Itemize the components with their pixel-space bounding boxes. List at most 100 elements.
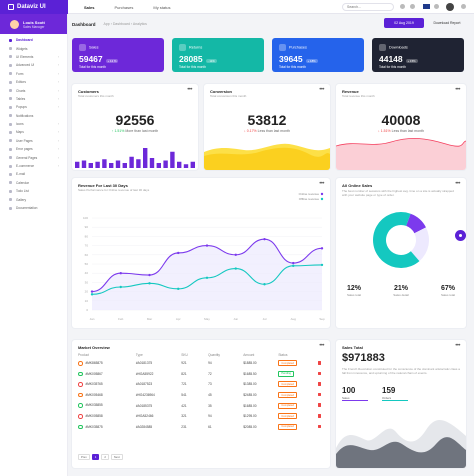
top-bar: Dataviz UI Sales Purchases My status <box>0 0 474 14</box>
sidebar-item-notifications[interactable]: Notifications <box>0 112 67 120</box>
product-id: #MK005858 <box>85 414 103 419</box>
more-icon[interactable]: ••• <box>319 181 324 187</box>
page-next[interactable]: Next <box>110 454 123 460</box>
page-prev[interactable]: Prev <box>78 454 90 460</box>
more-icon[interactable]: ••• <box>455 87 460 93</box>
product-sku: 421 <box>181 403 187 408</box>
x-tick-label: Jan <box>90 317 95 321</box>
sidebar-item-tables[interactable]: Tables › <box>0 95 67 103</box>
sidebar-item-ui-elements[interactable]: UI Elements › <box>0 53 67 61</box>
more-icon[interactable]: ••• <box>455 181 460 187</box>
settings-fab[interactable] <box>455 230 466 241</box>
sidebar-item-label: Todo List <box>16 189 29 194</box>
sidebar-item-error-pages[interactable]: Error pages › <box>0 145 67 153</box>
y-tick-label: 90 <box>85 225 89 229</box>
sidebar-item-advanced-ui[interactable]: Advanced UI › <box>0 61 67 69</box>
product-id: #MK035875 <box>85 424 103 429</box>
table-row[interactable]: #MK865875 #A0181375 921 94 $1885.00 Completed <box>78 358 328 369</box>
trash-icon[interactable] <box>317 424 321 429</box>
page-2[interactable]: 2 <box>101 454 109 460</box>
table-row[interactable]: #MK035855 #A0185375 421 35 $1685.00 Completed <box>78 400 328 411</box>
menu-icon[interactable] <box>461 4 466 9</box>
sidebar-item-todo-list[interactable]: Todo List <box>0 187 67 195</box>
nav-sales[interactable]: Sales <box>84 4 95 10</box>
sidebar-item-icons[interactable]: Icons › <box>0 120 67 128</box>
sidebar-item-popups[interactable]: Popups › <box>0 103 67 111</box>
sidebar-item-charts[interactable]: Charts › <box>0 86 67 94</box>
search-input[interactable] <box>342 3 394 11</box>
revenue-card: Revenue Total revenue this month ••• 400… <box>336 84 466 170</box>
trash-icon[interactable] <box>317 361 321 365</box>
nav-my-status[interactable]: My status <box>153 4 171 10</box>
sidebar-item-editors[interactable]: Editors › <box>0 78 67 86</box>
stat-card-purchases[interactable]: Purchases 39645 + 18% Total for this month <box>272 38 364 72</box>
flag-icon[interactable] <box>423 4 430 9</box>
sidebar-item-label: Charts <box>16 88 26 93</box>
brand[interactable]: Dataviz UI <box>0 0 68 14</box>
sidebar-item-form[interactable]: Form › <box>0 70 67 78</box>
table-row[interactable]: #MK035875 #A0284585 231 61 $2085.00 Completed <box>78 422 328 433</box>
stat-card-returns[interactable]: Returns 28085- 11% Total for this month <box>172 38 264 72</box>
table-row[interactable]: #MK005867 #HGA55922 821 72 $1685.50 Pending <box>78 369 328 380</box>
product-type: #HGA52466 <box>135 414 154 419</box>
nav-purchases[interactable]: Purchases <box>114 4 134 10</box>
sales-percent: 67% <box>441 285 456 292</box>
product-sku: 541 <box>181 393 187 398</box>
grid-icon[interactable] <box>434 4 439 9</box>
stat-subtitle: Total for this month <box>279 65 306 69</box>
sidebar-item-label: UI Elements <box>16 54 34 59</box>
sidebar-item-widgets[interactable]: Widgets <box>0 44 67 52</box>
menu-item-icon <box>9 156 12 160</box>
trash-icon[interactable] <box>317 392 321 397</box>
sales-total-title: Sales Total <box>342 345 363 350</box>
avatar[interactable] <box>446 3 454 11</box>
sidebar-item-documentation[interactable]: Documentation <box>0 204 67 212</box>
stat-value: 59467 <box>79 54 103 64</box>
sidebar-item-gallery[interactable]: Gallery <box>0 195 67 203</box>
stat-card-downloads[interactable]: Downloads 44148 + 15% Total for this month <box>372 38 464 72</box>
table-row[interactable]: #MK005858 #HGA52466 321 94 $1295.00 Completed <box>78 411 328 422</box>
sidebar-item-label: Notifications <box>16 113 34 118</box>
table-row[interactable]: #MK005468 #HG4236964 541 45 $2485.00 Complete… <box>78 390 328 401</box>
data-point <box>205 276 209 279</box>
product-sku: 231 <box>181 424 187 429</box>
stat-label: Returns <box>189 45 203 50</box>
more-icon[interactable]: ••• <box>187 87 192 93</box>
sidebar-item-e-mail[interactable]: E-mail <box>0 170 67 178</box>
product-quantity: 73 <box>208 382 212 387</box>
table-row[interactable]: #MK035765 #A0187523 721 73 $1385.00 Completed <box>78 379 328 390</box>
user-panel[interactable]: Louis Scott Sales Manager <box>0 14 67 34</box>
trash-icon[interactable] <box>317 414 321 418</box>
more-icon[interactable]: ••• <box>319 343 324 349</box>
sidebar-item-general-pages[interactable]: General Pages › <box>0 153 67 161</box>
sidebar-item-maps[interactable]: Maps › <box>0 128 67 136</box>
download-report-button[interactable]: Download Report <box>433 21 461 25</box>
menu-item-icon <box>9 122 12 126</box>
sidebar-item-user-pages[interactable]: User Pages › <box>0 137 67 145</box>
sidebar-item-e-commerce[interactable]: E-commerce › <box>0 162 67 170</box>
stat-card-sales[interactable]: Sales 59467 + 12 % Total for this month <box>72 38 164 72</box>
data-point <box>234 267 237 270</box>
date-picker-button[interactable]: 02 Aug 2019 <box>384 18 424 28</box>
product-sku: 721 <box>181 382 187 387</box>
y-tick-label: 80 <box>85 234 89 238</box>
data-point <box>90 290 94 293</box>
customer-bar <box>95 161 100 168</box>
trash-icon[interactable] <box>317 403 321 407</box>
more-icon[interactable]: ••• <box>319 87 324 93</box>
trash-icon[interactable] <box>317 382 321 386</box>
revenue-chart-title: Revenue For Last 30 Days <box>78 183 128 188</box>
chevron-right-icon: › <box>57 130 59 135</box>
sales-total-description: The French Revolution constituted for th… <box>342 367 460 375</box>
sidebar-item-dashboard[interactable]: Dashboard <box>0 36 67 44</box>
mail-icon[interactable] <box>410 4 415 9</box>
bell-icon[interactable] <box>400 4 405 9</box>
more-icon[interactable]: ••• <box>455 343 460 349</box>
product-amount: $2085.00 <box>243 424 257 429</box>
orders-stat-value: 159 <box>382 386 396 395</box>
sidebar-item-calendar[interactable]: Calendar <box>0 179 67 187</box>
status-badge: Pending <box>278 370 294 377</box>
page-1[interactable]: 1 <box>91 454 100 460</box>
trash-icon[interactable] <box>317 371 321 376</box>
